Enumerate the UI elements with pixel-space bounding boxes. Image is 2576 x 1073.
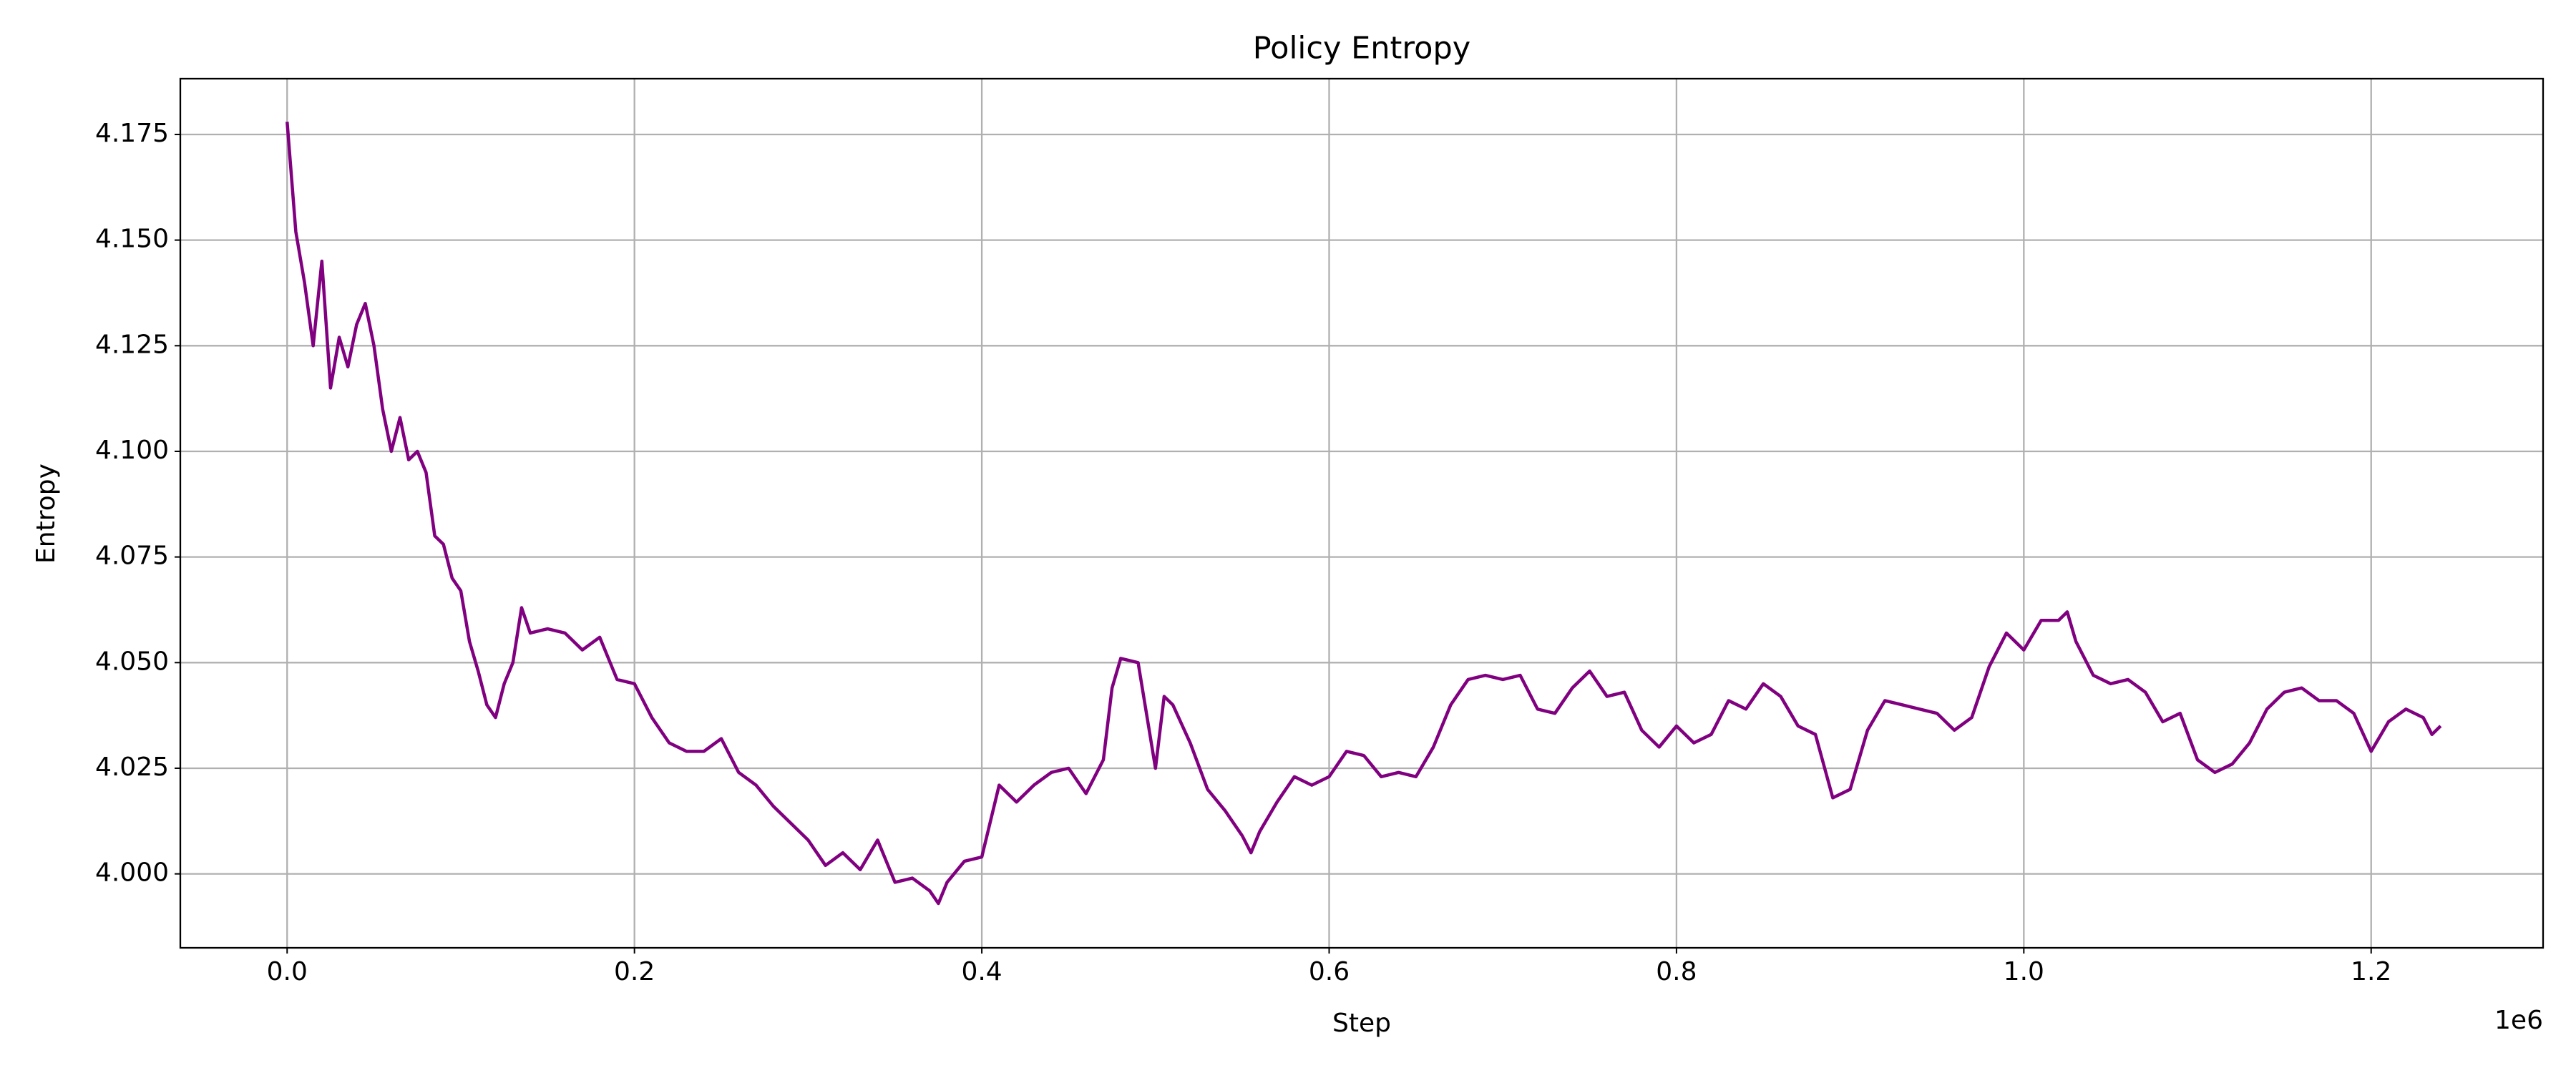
x-tick-label: 0.2 <box>614 957 655 986</box>
y-tick-label: 4.025 <box>95 753 169 782</box>
y-tick-label: 4.150 <box>95 225 169 254</box>
x-tick-label: 0.0 <box>267 957 308 986</box>
y-axis-label: Entropy <box>31 464 61 564</box>
y-tick-label: 4.075 <box>95 542 169 571</box>
x-tick-label: 1.0 <box>2004 957 2044 986</box>
y-tick-label: 4.125 <box>95 330 169 359</box>
plot-frame <box>179 77 2545 949</box>
y-tick-label: 4.050 <box>95 647 169 676</box>
x-tick-label: 1.2 <box>2351 957 2391 986</box>
x-tick-label: 0.6 <box>1309 957 1350 986</box>
x-tick-label: 0.4 <box>961 957 1002 986</box>
chart-title: Policy Entropy <box>1253 31 1470 67</box>
x-axis-label: Step <box>1332 1009 1391 1038</box>
x-offset-label: 1e6 <box>2494 1006 2543 1035</box>
y-tick-label: 4.175 <box>95 119 169 148</box>
y-tick-label: 4.000 <box>95 858 169 888</box>
x-tick-label: 0.8 <box>1656 957 1697 986</box>
y-tick-label: 4.100 <box>95 436 169 465</box>
data-line <box>286 122 2442 906</box>
